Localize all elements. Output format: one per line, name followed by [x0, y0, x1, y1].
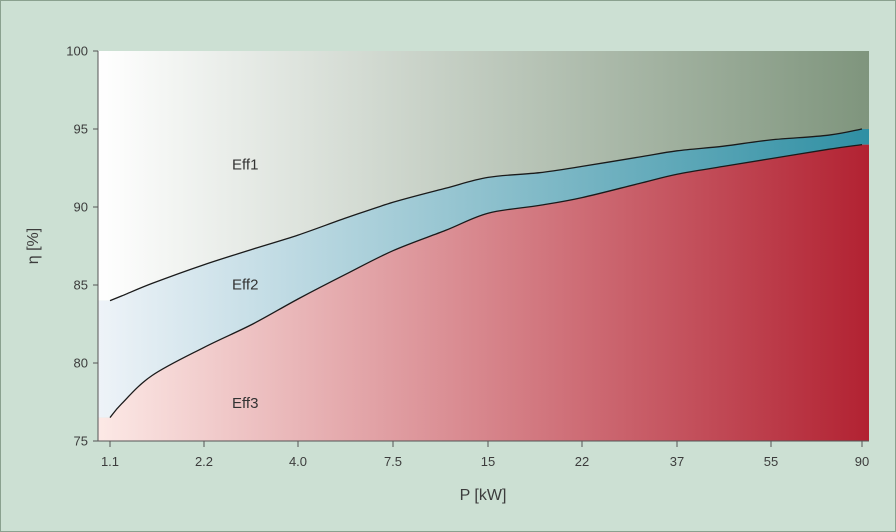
x-tick-label: 15 — [481, 454, 495, 469]
x-tick-label: 37 — [670, 454, 684, 469]
eff3-region — [98, 144, 869, 441]
zone-label-eff3: Eff3 — [232, 395, 258, 412]
x-tick-label: 22 — [575, 454, 589, 469]
x-tick-label: 90 — [855, 454, 869, 469]
eff1-region — [98, 51, 869, 301]
x-tick-label: 55 — [764, 454, 778, 469]
y-axis-title: η [%] — [25, 228, 42, 264]
zone-label-eff1: Eff1 — [232, 157, 258, 174]
x-tick-label: 1.1 — [101, 454, 119, 469]
zone-label-eff2: Eff2 — [232, 277, 258, 294]
y-tick-label: 85 — [74, 278, 88, 293]
x-tick-label: 4.0 — [289, 454, 307, 469]
x-axis-title: P [kW] — [460, 487, 507, 504]
eff1-boundary-line — [109, 128, 863, 302]
y-tick-label: 100 — [66, 44, 88, 59]
y-tick-label: 75 — [74, 434, 88, 449]
y-tick-label: 90 — [74, 200, 88, 215]
eff2-boundary-line — [109, 143, 863, 419]
y-tick-label: 80 — [74, 356, 88, 371]
x-tick-label: 7.5 — [384, 454, 402, 469]
eff2-region — [98, 129, 869, 418]
x-tick-label: 2.2 — [195, 454, 213, 469]
y-tick-label: 95 — [74, 122, 88, 137]
